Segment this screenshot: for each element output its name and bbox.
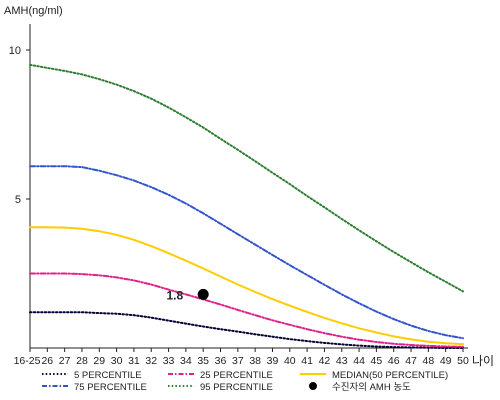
x-tick-label: 30 bbox=[111, 355, 123, 367]
legend-label: MEDIAN(50 PERCENTILE) bbox=[332, 370, 448, 381]
x-tick-label: 40 bbox=[284, 355, 296, 367]
x-tick-label: 48 bbox=[423, 355, 435, 367]
x-tick-label: 31 bbox=[128, 355, 140, 367]
x-tick-label: 35 bbox=[197, 355, 209, 367]
x-tick-label: 26 bbox=[41, 355, 53, 367]
patient-marker-group: 1.8 bbox=[167, 288, 209, 302]
x-tick-label: 29 bbox=[93, 355, 105, 367]
y-axis-label: AMH(ng/ml) bbox=[4, 5, 63, 17]
series-line-median-50-percentile bbox=[29, 226, 464, 346]
series-line-25-percentile bbox=[29, 272, 464, 348]
x-tick-label: 49 bbox=[440, 355, 452, 367]
x-tick-label: 34 bbox=[180, 355, 192, 367]
legend-label: 수진자의 AMH 농도 bbox=[332, 382, 411, 393]
x-axis-label: 나이 bbox=[472, 354, 494, 368]
legend: 5 PERCENTILE 25 PERCENTILE MEDIAN(50 PERCE… bbox=[42, 370, 448, 393]
legend-label: 5 PERCENTILE bbox=[74, 370, 142, 381]
series-line-5-percentile bbox=[29, 311, 464, 349]
x-tick-label: 50 bbox=[457, 355, 469, 367]
x-tick-label: 38 bbox=[249, 355, 261, 367]
legend-label: 25 PERCENTILE bbox=[200, 370, 273, 381]
x-tick-label: 43 bbox=[336, 355, 348, 367]
x-tick-label: 32 bbox=[145, 355, 157, 367]
x-tick-label: 41 bbox=[301, 355, 313, 367]
x-tick-label: 46 bbox=[388, 355, 400, 367]
series-lines bbox=[29, 63, 464, 349]
x-tick-label: 36 bbox=[215, 355, 227, 367]
x-tick-label: 47 bbox=[405, 355, 417, 367]
x-tick-label: 33 bbox=[163, 355, 175, 367]
x-tick-label: 45 bbox=[371, 355, 383, 367]
x-tick-label: 42 bbox=[319, 355, 331, 367]
y-tick-label: 10 bbox=[9, 45, 21, 57]
x-tick-label: 28 bbox=[76, 355, 88, 367]
legend-marker-swatch bbox=[309, 382, 317, 390]
x-tick-label: 39 bbox=[267, 355, 279, 367]
x-tick-label: 37 bbox=[232, 355, 244, 367]
x-tick-label: 16-25 bbox=[14, 355, 41, 367]
patient-amh-marker bbox=[197, 288, 209, 300]
legend-label: 95 PERCENTILE bbox=[200, 382, 273, 393]
series-line-75-percentile bbox=[29, 165, 464, 340]
x-tick-label: 44 bbox=[353, 355, 365, 367]
series-line-95-percentile bbox=[29, 63, 464, 293]
y-tick-label: 5 bbox=[15, 194, 21, 206]
axes: AMH(ng/ml) 5 10 16-25 26 27 28 29 30 31 32 33 34 35 36… bbox=[4, 5, 494, 368]
legend-label: 75 PERCENTILE bbox=[74, 382, 147, 393]
patient-amh-value-label: 1.8 bbox=[167, 288, 184, 302]
x-tick-label: 27 bbox=[59, 355, 71, 367]
